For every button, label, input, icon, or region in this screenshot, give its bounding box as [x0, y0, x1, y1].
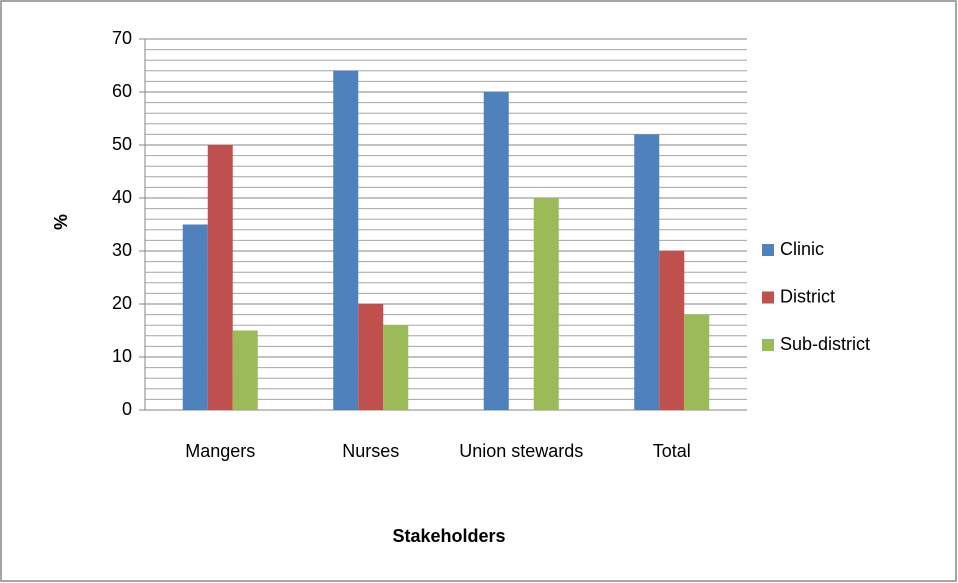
bar: [207, 145, 233, 410]
bar: [684, 314, 710, 410]
bar: [182, 224, 208, 410]
legend-label: Clinic: [780, 239, 824, 259]
x-axis-title: Stakeholders: [392, 526, 505, 546]
y-tick-label: 20: [112, 293, 132, 313]
bar: [659, 251, 685, 410]
bar: [333, 70, 359, 411]
y-tick-label: 60: [112, 81, 132, 101]
x-tick-label: Mangers: [185, 441, 256, 461]
bar: [483, 92, 509, 410]
y-tick-label: 50: [112, 134, 132, 154]
legend-swatch: [762, 339, 774, 351]
y-tick-label: 70: [112, 28, 132, 48]
y-tick-label: 30: [112, 240, 132, 260]
legend-label: Sub-district: [780, 334, 870, 354]
bar: [358, 304, 384, 410]
y-tick-label: 40: [112, 187, 132, 207]
bar: [634, 134, 660, 410]
y-tick-label: 0: [122, 399, 132, 419]
y-tick-label: 10: [112, 346, 132, 366]
bar: [232, 330, 258, 410]
bar: [533, 198, 559, 410]
legend-swatch: [762, 291, 774, 304]
x-tick-label: Union stewards: [459, 441, 584, 461]
y-axis-title: %: [51, 214, 71, 230]
bar: [383, 325, 409, 410]
legend-label: District: [780, 286, 835, 306]
x-tick-label: Nurses: [342, 441, 400, 461]
x-tick-label: Total: [652, 441, 691, 461]
legend-swatch: [762, 244, 774, 256]
